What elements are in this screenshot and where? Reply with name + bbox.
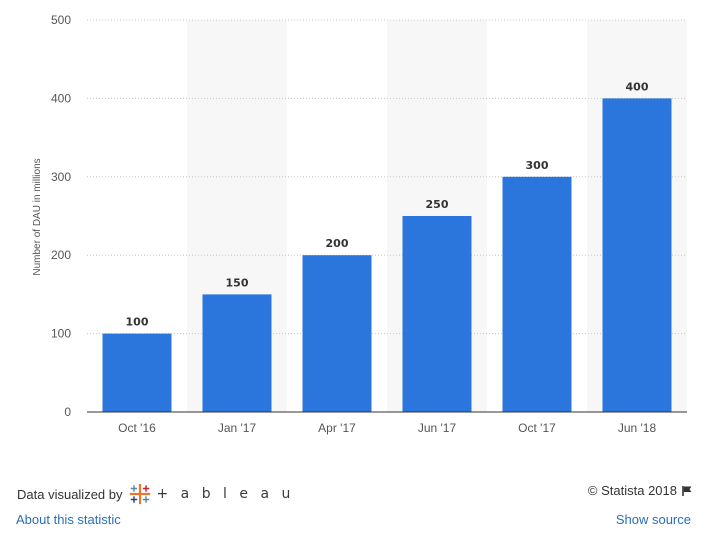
- bar-value-label: 300: [526, 159, 549, 172]
- bar[interactable]: [502, 176, 572, 412]
- bar[interactable]: [402, 216, 472, 412]
- y-axis-title: Number of DAU in millions: [32, 158, 43, 275]
- bar-value-labels: 100 150 200 250 300 400: [126, 80, 649, 328]
- copyright: © Statista 2018: [588, 483, 693, 498]
- x-tick-label: Jun '17: [418, 421, 457, 435]
- y-tick-label: 100: [51, 327, 71, 341]
- tableau-logo-icon: [129, 483, 150, 505]
- x-tick-label: Oct '16: [118, 421, 156, 435]
- show-source-link[interactable]: Show source: [615, 512, 691, 527]
- about-statistic-link[interactable]: About this statistic: [16, 512, 121, 527]
- bar[interactable]: [202, 294, 272, 412]
- x-tick-label: Apr '17: [318, 421, 356, 435]
- bar-value-label: 250: [426, 198, 449, 211]
- flag-icon[interactable]: [681, 485, 693, 497]
- y-tick-label: 0: [64, 405, 71, 419]
- x-tick-label: Jan '17: [218, 421, 257, 435]
- tableau-credit: Data visualized by + a b l e a u: [17, 483, 294, 505]
- y-tick-label: 500: [51, 13, 71, 27]
- bar-value-label: 100: [126, 316, 149, 329]
- bar[interactable]: [102, 333, 172, 412]
- credit-text: Data visualized by: [17, 486, 123, 502]
- y-tick-label: 200: [51, 248, 71, 262]
- bar[interactable]: [302, 255, 372, 412]
- x-tick-label: Oct '17: [518, 421, 556, 435]
- bar-value-label: 150: [226, 276, 249, 289]
- x-axis-ticks: Oct '16 Jan '17 Apr '17 Jun '17 Oct '17 Jun '…: [118, 421, 656, 435]
- y-tick-label: 300: [51, 170, 71, 184]
- bars: [102, 98, 672, 413]
- tableau-brand: + a b l e a u: [156, 486, 295, 502]
- y-axis-ticks: 0 100 200 300 400 500: [51, 13, 71, 419]
- gridlines: [87, 19, 687, 335]
- y-tick-label: 400: [51, 91, 71, 105]
- bar[interactable]: [602, 98, 672, 413]
- x-tick-label: Jun '18: [618, 421, 657, 435]
- bar-chart: 0 100 200 300 400 500 100 150 200 250 300 400 Oct …: [32, 13, 687, 435]
- bar-value-label: 200: [326, 237, 349, 250]
- bar-value-label: 400: [626, 80, 649, 93]
- copyright-text: © Statista 2018: [587, 483, 677, 498]
